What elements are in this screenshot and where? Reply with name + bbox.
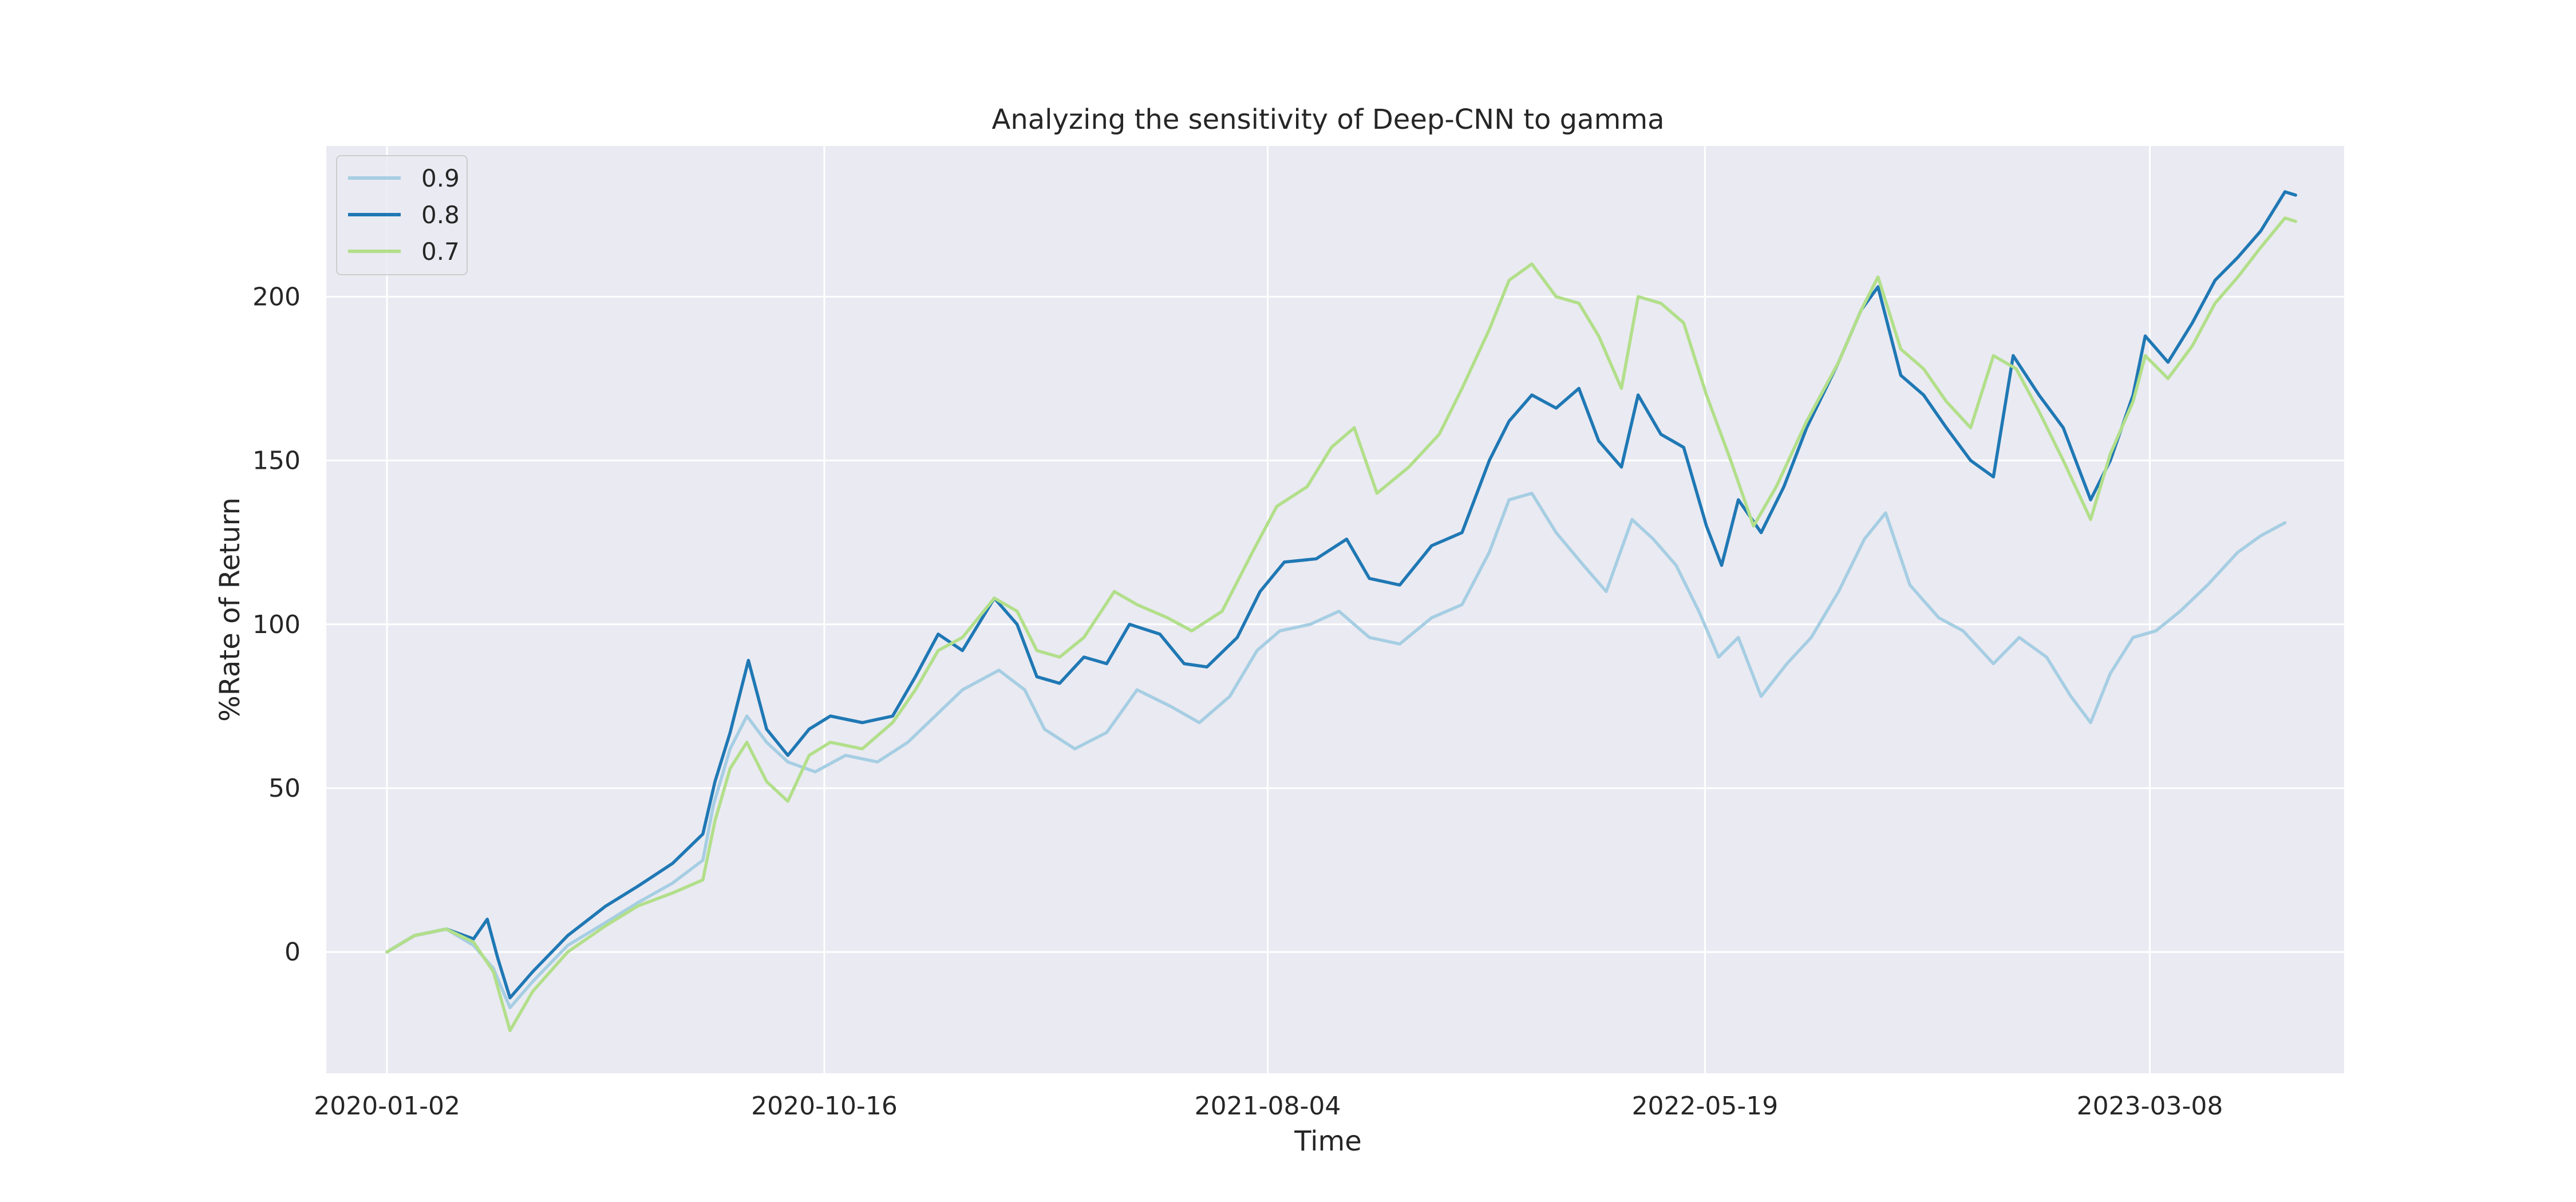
series-line-0-8 [385, 190, 2297, 1000]
y-tick-label: 50 [268, 774, 301, 803]
legend-label: 0.8 [421, 201, 460, 229]
x-tick-label: 2020-10-16 [751, 1092, 898, 1121]
y-tick-labels: 0 50 100 150 200 [252, 282, 301, 967]
chart-title: Analyzing the sensitivity of Deep-CNN to… [992, 104, 1665, 136]
y-tick-label: 200 [252, 282, 301, 311]
series-lines [385, 190, 2297, 1033]
x-tick-labels: 2020-01-02 2020-10-16 2021-08-04 2022-05-19… [314, 1092, 2223, 1121]
y-axis-title: %Rate of Return [214, 497, 246, 722]
x-tick-label: 2021-08-04 [1195, 1092, 1341, 1121]
legend: 0.9 0.8 0.7 [336, 155, 468, 275]
legend-label: 0.9 [421, 164, 460, 192]
grid [326, 146, 2344, 1073]
x-axis-title: Time [1294, 1125, 1361, 1157]
x-tick-label: 2020-01-02 [314, 1092, 460, 1121]
plot-area [326, 146, 2344, 1073]
series-line-0-7 [385, 216, 2297, 1033]
y-tick-label: 150 [252, 446, 301, 476]
series-line-0-9 [385, 492, 2287, 1010]
y-tick-label: 100 [252, 610, 301, 639]
legend-label: 0.7 [421, 238, 460, 266]
x-tick-label: 2022-05-19 [1631, 1092, 1778, 1121]
x-tick-label: 2023-03-08 [2077, 1092, 2223, 1121]
y-tick-label: 0 [285, 938, 301, 967]
legend-box [336, 155, 468, 275]
